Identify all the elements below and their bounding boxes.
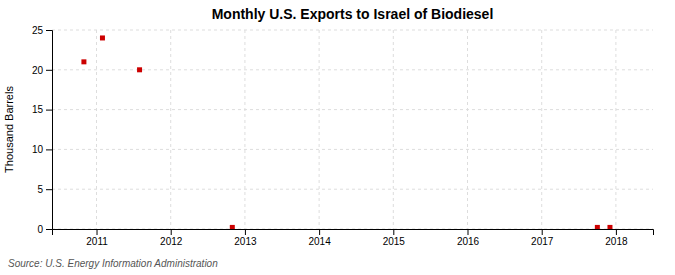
- x-tick-mark: [319, 229, 320, 235]
- y-tick: 15: [32, 104, 52, 115]
- y-tick-mark: [46, 149, 52, 150]
- x-tick-label: 2012: [160, 236, 183, 247]
- x-tick-mark: [616, 229, 617, 235]
- y-tick-mark: [46, 189, 52, 190]
- grid-line-y: [52, 109, 653, 110]
- y-tick-mark: [46, 229, 52, 230]
- source: Source: U.S. Energy Information Administ…: [8, 258, 218, 269]
- grid-line-x: [244, 30, 245, 229]
- chart: 2011 2012 2013 2014 2015 2016 2017 2018 0 5 10 15 20…: [0, 0, 675, 275]
- grid-line-x: [319, 30, 320, 229]
- x-tick-mark: [97, 229, 98, 235]
- x-tick-label: 2017: [531, 236, 554, 247]
- grid-line-y: [52, 149, 653, 150]
- x-tick: 2014: [308, 229, 331, 247]
- y-axis: 0 5 10 15 20 25: [32, 25, 53, 235]
- point: [137, 67, 142, 72]
- grid-line-x: [393, 30, 394, 229]
- x-tick-label: 2011: [86, 236, 108, 247]
- x-tick-label: 2016: [457, 236, 480, 247]
- y-tick-label: 20: [32, 65, 44, 76]
- x-axis: 2011 2012 2013 2014 2015 2016 2017 2018: [53, 229, 654, 247]
- grid-line-x: [541, 30, 542, 229]
- grid-line-y: [52, 69, 653, 70]
- point: [607, 225, 612, 229]
- points: [81, 35, 612, 229]
- y-tick-mark: [46, 30, 52, 31]
- grid-line-x: [615, 30, 616, 229]
- grid-line-y: [52, 30, 653, 31]
- point: [81, 59, 86, 64]
- grid-line-x: [467, 30, 468, 229]
- x-tick-mark: [542, 229, 543, 235]
- y-tick-mark: [46, 70, 52, 71]
- plot: 2011 2012 2013 2014 2015 2016 2017 2018 0 5 10 15 20…: [32, 25, 654, 247]
- x-tick: 2012: [160, 229, 183, 247]
- x-tick: 2015: [383, 229, 406, 247]
- y-tick-label: 25: [32, 25, 44, 36]
- y-tick: 5: [37, 184, 52, 195]
- y-tick-label: 0: [37, 224, 43, 235]
- y-tick-mark: [46, 110, 52, 111]
- grid-line-x: [96, 30, 97, 229]
- x-tick-mark: [393, 229, 394, 235]
- x-tick-label: 2013: [234, 236, 257, 247]
- x-tick-mark: [468, 229, 469, 235]
- title: Monthly U.S. Exports to Israel of Biodie…: [212, 6, 494, 22]
- y-tick: 20: [32, 65, 52, 76]
- x-tick: 2017: [531, 229, 554, 247]
- x-tick: 2013: [234, 229, 257, 247]
- y-tick-label: 5: [37, 184, 43, 195]
- point: [230, 225, 235, 229]
- x-tick-label: 2018: [605, 236, 628, 247]
- grid: [52, 30, 653, 229]
- y-tick-label: 10: [32, 144, 44, 155]
- grid-line-y: [52, 189, 653, 190]
- x-tick-label: 2014: [308, 236, 331, 247]
- point: [100, 35, 105, 40]
- x-tick: 2011: [86, 229, 108, 247]
- y-axis-title: Thousand Barrels: [3, 86, 15, 173]
- x-tick-mark: [245, 229, 246, 235]
- y-tick: 0: [37, 224, 52, 235]
- y-axis-line: [46, 31, 53, 230]
- x-tick: 2016: [457, 229, 480, 247]
- x-axis-line: [53, 230, 654, 236]
- y-tick: 10: [32, 144, 52, 155]
- grid-line-x: [170, 30, 171, 229]
- y-tick: 25: [32, 25, 52, 36]
- x-tick-label: 2015: [383, 236, 406, 247]
- x-tick: 2018: [605, 229, 628, 247]
- x-tick-mark: [171, 229, 172, 235]
- y-tick-label: 15: [32, 104, 44, 115]
- point: [595, 225, 600, 229]
